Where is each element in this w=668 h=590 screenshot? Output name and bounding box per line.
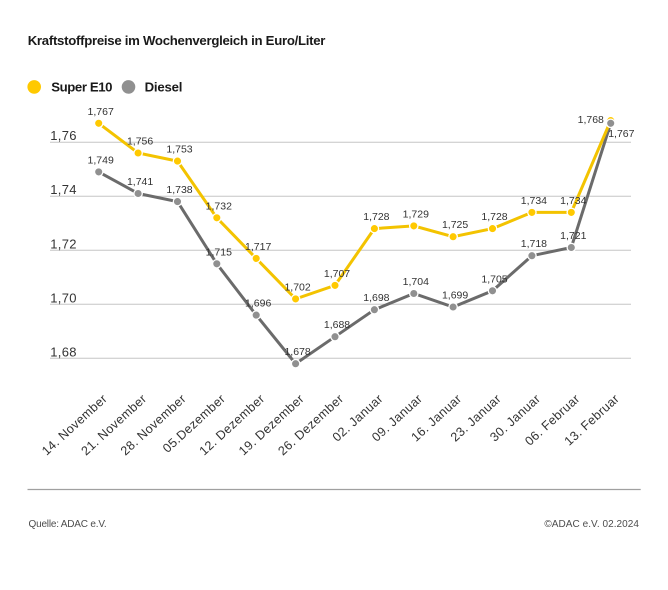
svg-text:Kraftstoffpreise im Wochenverg: Kraftstoffpreise im Wochenvergleich in E… (28, 33, 326, 48)
svg-text:1,738: 1,738 (166, 184, 192, 196)
svg-text:Quelle: ADAC e.V.: Quelle: ADAC e.V. (29, 519, 107, 530)
svg-text:1,698: 1,698 (363, 292, 389, 304)
svg-text:1,72: 1,72 (50, 236, 77, 251)
svg-text:1,729: 1,729 (403, 208, 429, 220)
svg-text:1,734: 1,734 (521, 195, 547, 207)
svg-text:1,715: 1,715 (206, 246, 232, 258)
svg-text:1,74: 1,74 (50, 182, 77, 197)
svg-text:1,68: 1,68 (50, 344, 77, 359)
svg-text:1,753: 1,753 (166, 144, 192, 156)
svg-text:1,70: 1,70 (50, 290, 77, 305)
svg-text:1,699: 1,699 (442, 290, 468, 302)
svg-text:1,721: 1,721 (560, 230, 586, 242)
svg-text:1,768: 1,768 (578, 114, 604, 126)
svg-text:1,756: 1,756 (127, 136, 153, 148)
svg-text:1,76: 1,76 (50, 128, 77, 143)
svg-text:1,741: 1,741 (127, 176, 153, 188)
svg-text:1,696: 1,696 (245, 298, 271, 310)
svg-text:Diesel: Diesel (145, 80, 183, 95)
svg-text:1,688: 1,688 (324, 319, 350, 331)
svg-text:1,702: 1,702 (284, 281, 310, 293)
svg-text:1,732: 1,732 (206, 200, 232, 212)
svg-text:1,718: 1,718 (521, 238, 547, 250)
svg-text:1,728: 1,728 (363, 211, 389, 223)
svg-text:1,705: 1,705 (481, 273, 507, 285)
svg-text:1,678: 1,678 (284, 346, 310, 358)
svg-text:©ADAC e.V. 02.2024: ©ADAC e.V. 02.2024 (544, 519, 639, 530)
svg-text:1,725: 1,725 (442, 219, 468, 231)
svg-text:1,767: 1,767 (608, 128, 634, 140)
svg-text:1,704: 1,704 (403, 276, 429, 288)
svg-text:1,749: 1,749 (88, 154, 114, 166)
svg-text:1,767: 1,767 (88, 106, 114, 118)
svg-text:1,728: 1,728 (481, 211, 507, 223)
svg-text:1,734: 1,734 (560, 195, 586, 207)
svg-text:1,717: 1,717 (245, 241, 271, 253)
svg-text:Super E10: Super E10 (51, 80, 112, 95)
svg-text:1,707: 1,707 (324, 268, 350, 280)
